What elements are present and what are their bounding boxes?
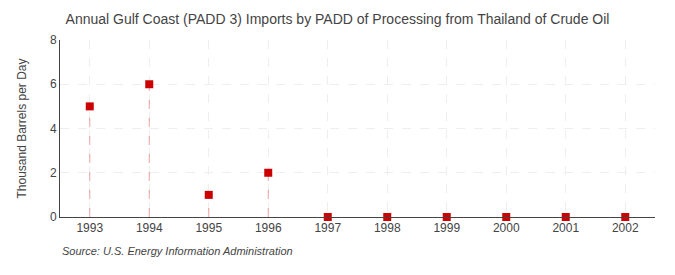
svg-text:1996: 1996 [255,221,282,235]
svg-text:1999: 1999 [433,221,460,235]
svg-text:4: 4 [50,122,57,136]
svg-text:2000: 2000 [493,221,520,235]
svg-text:1997: 1997 [314,221,341,235]
svg-text:2: 2 [50,166,57,180]
svg-text:1993: 1993 [76,221,103,235]
svg-text:1998: 1998 [374,221,401,235]
svg-text:Source: U.S. Energy Informatio: Source: U.S. Energy Information Administ… [62,245,293,257]
svg-text:2001: 2001 [552,221,579,235]
svg-text:6: 6 [50,77,57,91]
svg-text:2002: 2002 [612,221,639,235]
svg-text:8: 8 [50,33,57,47]
svg-text:Annual Gulf Coast (PADD 3) Imp: Annual Gulf Coast (PADD 3) Imports by PA… [66,11,610,27]
svg-text:0: 0 [50,210,57,224]
svg-text:Thousand Barrels per Day: Thousand Barrels per Day [15,58,29,198]
svg-text:1995: 1995 [195,221,222,235]
svg-text:1994: 1994 [136,221,163,235]
